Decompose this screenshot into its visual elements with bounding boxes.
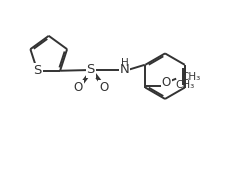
Text: CH₃: CH₃ <box>181 72 200 82</box>
Text: S: S <box>33 64 41 77</box>
Text: S: S <box>87 64 95 76</box>
Text: N: N <box>119 63 129 76</box>
Text: O: O <box>99 81 108 94</box>
Text: O: O <box>73 81 83 94</box>
Text: O: O <box>162 76 171 89</box>
Text: H: H <box>121 58 129 68</box>
Text: CH₃: CH₃ <box>175 80 194 90</box>
